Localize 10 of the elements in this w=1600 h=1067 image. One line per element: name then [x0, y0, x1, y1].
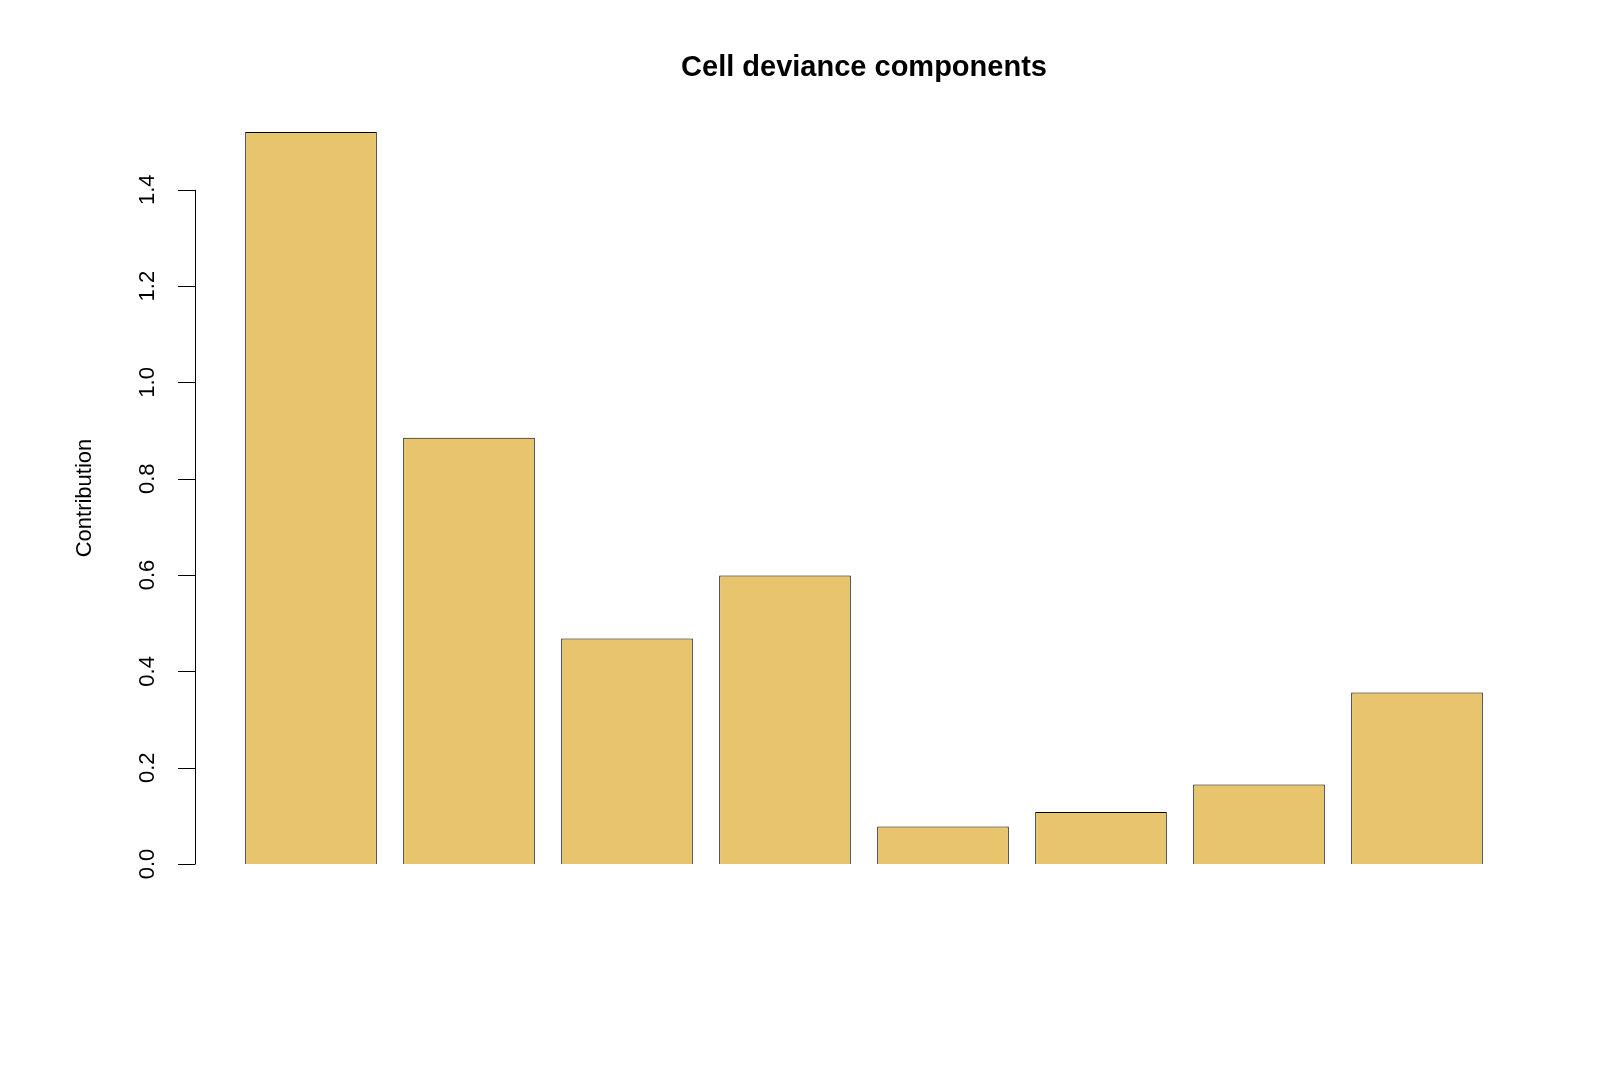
- y-tick-label: 0.4: [134, 656, 160, 687]
- chart-title: Cell deviance components: [681, 50, 1047, 82]
- y-tick-label: 1.4: [134, 174, 160, 206]
- y-tick-label: 0.0: [134, 848, 160, 880]
- y-tick-label: 1.2: [134, 270, 160, 302]
- y-tick-label: 1.0: [134, 367, 160, 398]
- y-axis-title: Contribution: [71, 438, 97, 558]
- y-tick-label: 0.6: [134, 559, 160, 591]
- y-tick-label: 0.2: [134, 752, 160, 783]
- y-tick-label: 0.8: [134, 463, 160, 495]
